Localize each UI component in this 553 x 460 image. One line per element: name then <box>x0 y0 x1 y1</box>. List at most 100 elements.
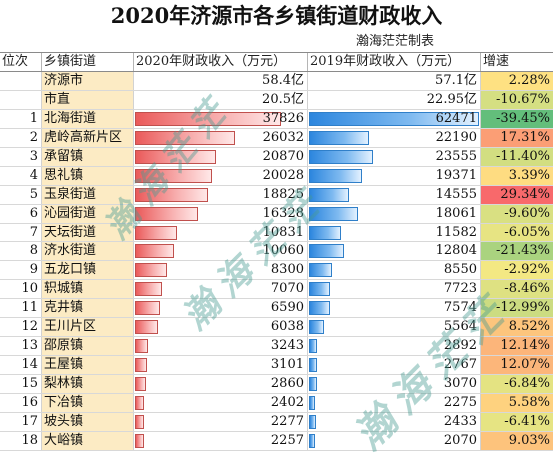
revenue-2019-cell: 22.95亿 <box>308 90 481 109</box>
bar-2019 <box>309 433 315 448</box>
growth-cell: 8.52% <box>481 318 553 337</box>
bar-2020 <box>135 377 146 391</box>
value-label-2019: 8550 <box>443 262 477 278</box>
value-label-2020: 20028 <box>262 167 304 183</box>
bar-2020 <box>135 168 212 183</box>
value-label-2019: 2433 <box>443 413 477 429</box>
rank-cell: 7 <box>0 223 42 242</box>
growth-cell: 12.07% <box>481 356 553 374</box>
bar-2020 <box>135 395 144 410</box>
bar-2020 <box>135 111 281 126</box>
district-name: 承留镇 <box>42 147 134 166</box>
revenue-2020-cell: 7070 <box>134 280 308 299</box>
value-label-2020: 18825 <box>262 186 304 202</box>
table-row: 15 梨林镇 2860 3070 -6.84% <box>0 375 553 394</box>
district-name: 坡头镇 <box>42 412 134 431</box>
district-name: 虎岭高新片区 <box>42 128 134 147</box>
value-label-2020: 3101 <box>270 357 304 373</box>
value-label-2020: 10060 <box>262 243 304 259</box>
revenue-2019-cell: 7723 <box>308 280 481 299</box>
header-rank: 位次 <box>0 53 42 71</box>
revenue-2019-cell: 2767 <box>308 356 481 374</box>
revenue-2020-cell: 10060 <box>134 242 308 261</box>
value-label-2020: 6590 <box>270 300 304 316</box>
table-row: 17 坡头镇 2277 2433 -6.41% <box>0 412 553 432</box>
bar-2020 <box>135 130 235 145</box>
bar-2020 <box>135 187 208 202</box>
revenue-2019-cell: 57.1亿 <box>308 72 481 90</box>
rank-cell: 3 <box>0 147 42 166</box>
rank-cell: 15 <box>0 375 42 393</box>
rank-cell: 6 <box>0 204 42 223</box>
revenue-2019-cell: 14555 <box>308 185 481 204</box>
revenue-2019-cell: 7574 <box>308 299 481 318</box>
bar-2019 <box>309 282 330 297</box>
bar-2020 <box>135 244 174 259</box>
table-row: 7 天坛街道 10831 11582 -6.05% <box>0 223 553 243</box>
district-name: 邵原镇 <box>42 337 134 356</box>
revenue-2020-cell: 20.5亿 <box>134 90 308 109</box>
bar-2020 <box>135 339 148 354</box>
value-label-2019: 2070 <box>443 432 477 448</box>
revenue-2019-cell: 22190 <box>308 128 481 147</box>
rank-cell: 14 <box>0 356 42 374</box>
district-name: 天坛街道 <box>42 223 134 242</box>
growth-cell: -6.41% <box>481 412 553 431</box>
value-label-2020: 8300 <box>270 262 304 278</box>
table-row: 6 沁园街道 16328 18061 -9.60% <box>0 204 553 224</box>
table-row: 8 济水街道 10060 12804 -21.43% <box>0 242 553 262</box>
table-row: 18 大峪镇 2257 2070 9.03% <box>0 431 553 451</box>
growth-cell: -21.43% <box>481 242 553 261</box>
growth-cell: -6.84% <box>481 375 553 393</box>
value-label-2020: 26032 <box>262 129 304 145</box>
revenue-2020-cell: 2402 <box>134 393 308 412</box>
value-label-2019: 11582 <box>435 224 477 240</box>
bar-2020 <box>135 433 144 448</box>
table-row: 10 轵城镇 7070 7723 -8.46% <box>0 280 553 300</box>
revenue-2019-cell: 5564 <box>308 318 481 337</box>
growth-cell: -12.99% <box>481 299 553 318</box>
table-row: 14 王屋镇 3101 2767 12.07% <box>0 356 553 375</box>
bar-2019 <box>309 149 373 164</box>
revenue-2020-cell: 2257 <box>134 431 308 450</box>
value-label-2019: 2275 <box>443 394 477 410</box>
rank-cell: 17 <box>0 412 42 431</box>
value-label-2019: 5564 <box>443 319 477 335</box>
table-row: 市直 20.5亿 22.95亿 -10.67% <box>0 90 553 110</box>
bar-2019 <box>309 263 332 278</box>
district-name: 市直 <box>42 90 134 109</box>
revenue-2019-cell: 8550 <box>308 261 481 280</box>
revenue-2019-cell: 12804 <box>308 242 481 261</box>
district-name: 沁园街道 <box>42 204 134 223</box>
value-label-2020: 6038 <box>270 319 304 335</box>
growth-cell: 12.14% <box>481 337 553 356</box>
growth-cell: 5.58% <box>481 393 553 412</box>
value-label-2019: 22.95亿 <box>426 91 477 107</box>
header-2020-revenue: 2020年财政收入（万元） <box>134 53 308 71</box>
table-row: 11 克井镇 6590 7574 -12.99% <box>0 299 553 319</box>
revenue-2020-cell: 2860 <box>134 375 308 393</box>
bar-2019 <box>309 301 330 316</box>
value-label-2020: 3243 <box>270 338 304 354</box>
bar-2019 <box>309 225 341 240</box>
district-name: 济水街道 <box>42 242 134 261</box>
growth-cell: -9.60% <box>481 204 553 223</box>
table-row: 1 北海街道 37826 62471 -39.45% <box>0 109 553 129</box>
value-label-2020: 20.5亿 <box>262 91 304 107</box>
value-label-2020: 37826 <box>262 110 304 126</box>
value-label-2020: 7070 <box>270 281 304 297</box>
revenue-2020-cell: 16328 <box>134 204 308 223</box>
value-label-2019: 2767 <box>443 357 477 373</box>
revenue-2020-cell: 20870 <box>134 147 308 166</box>
bar-2020 <box>135 358 147 373</box>
bar-2019 <box>309 111 479 126</box>
bar-2020 <box>135 149 216 164</box>
rank-cell: 12 <box>0 318 42 337</box>
header-2019-revenue: 2019年财政收入（万元） <box>308 53 481 71</box>
revenue-2020-cell: 6038 <box>134 318 308 337</box>
author-credit: 瀚海茫茫制表 <box>355 34 434 49</box>
growth-cell: 9.03% <box>481 431 553 450</box>
bar-2019 <box>309 320 324 335</box>
bar-2019 <box>309 206 358 221</box>
value-label-2019: 7723 <box>443 281 477 297</box>
